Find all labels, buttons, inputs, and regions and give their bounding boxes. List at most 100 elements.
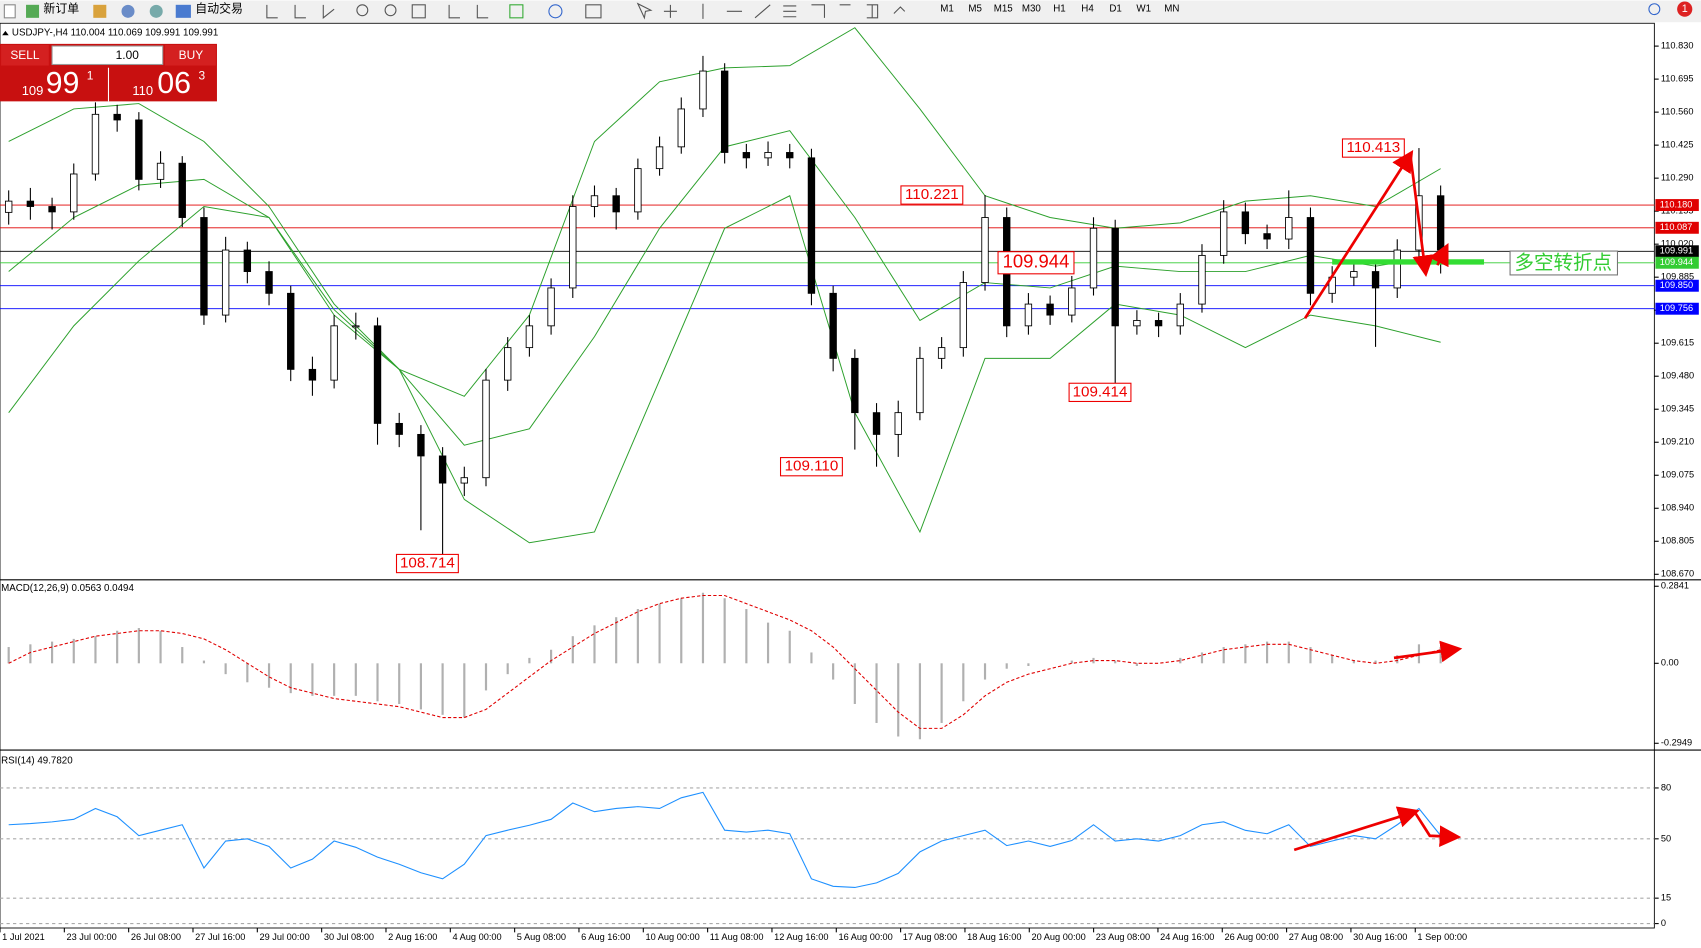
timeframe[interactable]: D1 — [1109, 4, 1121, 15]
macd-label: MACD(12,26,9) 0.0563 0.0494 — [1, 583, 134, 594]
candle-body — [1176, 303, 1184, 327]
timeframe[interactable]: M5 — [968, 4, 982, 15]
y-tick-label: 109.885 — [1661, 272, 1694, 282]
y-tick-label: 110.695 — [1661, 74, 1694, 84]
y-tick-label: 110.020 — [1661, 239, 1694, 249]
icon[interactable] — [384, 4, 397, 17]
icon[interactable] — [3, 4, 16, 19]
band-lower — [8, 195, 1441, 544]
icon[interactable] — [175, 4, 191, 18]
candle-body — [395, 422, 403, 435]
candle-body — [221, 249, 230, 316]
timeframes: M1 M5 M15 M30 H1 H4 D1 W1 MN — [940, 4, 1179, 15]
candle-body — [200, 217, 208, 316]
y-tick-label: 0.2841 — [1661, 581, 1689, 591]
buy-button[interactable] — [164, 44, 216, 66]
sell-price-big: 109 — [22, 83, 44, 98]
timeframe[interactable]: M30 — [1022, 4, 1042, 15]
x-tick-label: 6 Aug 16:00 — [581, 932, 630, 942]
icon[interactable] — [509, 4, 524, 19]
price-annotation-box — [779, 457, 843, 477]
candle-body — [807, 157, 816, 294]
candle-body — [373, 325, 382, 424]
candle-body — [265, 271, 273, 294]
icon[interactable] — [585, 4, 602, 19]
timeframe[interactable]: H4 — [1081, 4, 1094, 15]
icon[interactable] — [121, 4, 135, 18]
icon[interactable] — [448, 4, 489, 19]
y-tick-label: 15 — [1661, 893, 1671, 903]
timeframe[interactable]: W1 — [1136, 4, 1151, 15]
candle-body — [1046, 303, 1054, 316]
candle-body — [156, 162, 165, 180]
y-tick-label: 108.670 — [1661, 569, 1694, 579]
candle-body — [135, 119, 143, 180]
icon[interactable] — [636, 2, 906, 20]
plot: 110.830 110.695 110.560 110.425 110.290 110.1… — [0, 27, 1699, 942]
candle-body — [590, 195, 599, 207]
lot-input[interactable] — [51, 45, 164, 66]
candle-body — [1306, 217, 1315, 294]
candle-body — [352, 325, 360, 328]
icon[interactable] — [26, 4, 40, 18]
timeframe[interactable]: MN — [1164, 4, 1179, 15]
timeframe[interactable]: M1 — [940, 4, 954, 15]
icon[interactable] — [149, 4, 163, 18]
y-tick-label: 110.830 — [1661, 41, 1694, 51]
notification[interactable] — [1677, 1, 1693, 17]
candle-body — [287, 292, 295, 370]
price-annotation-box — [900, 185, 964, 205]
price-annotation-box — [395, 553, 459, 574]
candle-body — [308, 368, 317, 381]
x-tick-label: 26 Aug 00:00 — [1224, 932, 1278, 942]
candle-body — [937, 347, 946, 359]
level-label: 109.991 — [1660, 246, 1693, 256]
candle-body — [1350, 271, 1358, 278]
candle-body — [612, 195, 620, 213]
timeframe[interactable]: H1 — [1053, 4, 1065, 15]
collapse[interactable] — [2, 30, 9, 36]
timeframe[interactable]: M15 — [994, 4, 1014, 15]
candle-body — [178, 162, 186, 218]
icon[interactable] — [93, 4, 107, 18]
x-tick-label: 16 Aug 00:00 — [838, 932, 892, 942]
candle-body — [1393, 249, 1401, 289]
candle-body — [655, 146, 664, 170]
sell-label[interactable]: SELL — [10, 48, 40, 62]
notification-count: 1 — [1682, 3, 1688, 15]
note: 多空转折点 — [1514, 252, 1612, 274]
candle-body — [26, 200, 35, 207]
candle-body — [851, 357, 859, 414]
lot[interactable]: 1.00 — [116, 48, 140, 62]
candle-body — [504, 347, 512, 381]
price-annotation-box — [997, 251, 1075, 275]
new-order[interactable]: 新订单 — [43, 1, 79, 15]
macd-signal — [8, 594, 1441, 729]
x-tick-label: 11 Aug 08:00 — [710, 932, 764, 942]
sell-button[interactable] — [1, 44, 49, 66]
candle-body — [786, 152, 794, 159]
y-tick-label: 0 — [1661, 918, 1666, 928]
candle-body — [48, 206, 56, 213]
candle-body — [113, 113, 121, 121]
icon[interactable] — [356, 4, 369, 17]
y-tick-label: 108.940 — [1661, 503, 1694, 513]
icon[interactable] — [266, 4, 335, 19]
icon[interactable] — [548, 4, 563, 19]
icon[interactable] — [411, 4, 426, 19]
candle-body — [1133, 320, 1141, 327]
search[interactable] — [1648, 3, 1661, 16]
level-label: 109.944 — [1660, 257, 1693, 267]
auto-trading[interactable]: 自动交易 — [195, 1, 243, 15]
candle-body — [1263, 233, 1271, 240]
x-tick-label: 29 Jul 00:00 — [259, 932, 309, 942]
trade-panel: SELL 1.00 BUY 109 99 1 110 06 3 — [0, 43, 217, 102]
candle-body — [1111, 227, 1119, 327]
buy-label[interactable]: BUY — [179, 48, 204, 62]
candle-body — [1154, 320, 1163, 327]
level-tag — [1655, 256, 1699, 269]
x-tick-label: 5 Aug 08:00 — [517, 932, 566, 942]
arrow — [1293, 806, 1420, 852]
